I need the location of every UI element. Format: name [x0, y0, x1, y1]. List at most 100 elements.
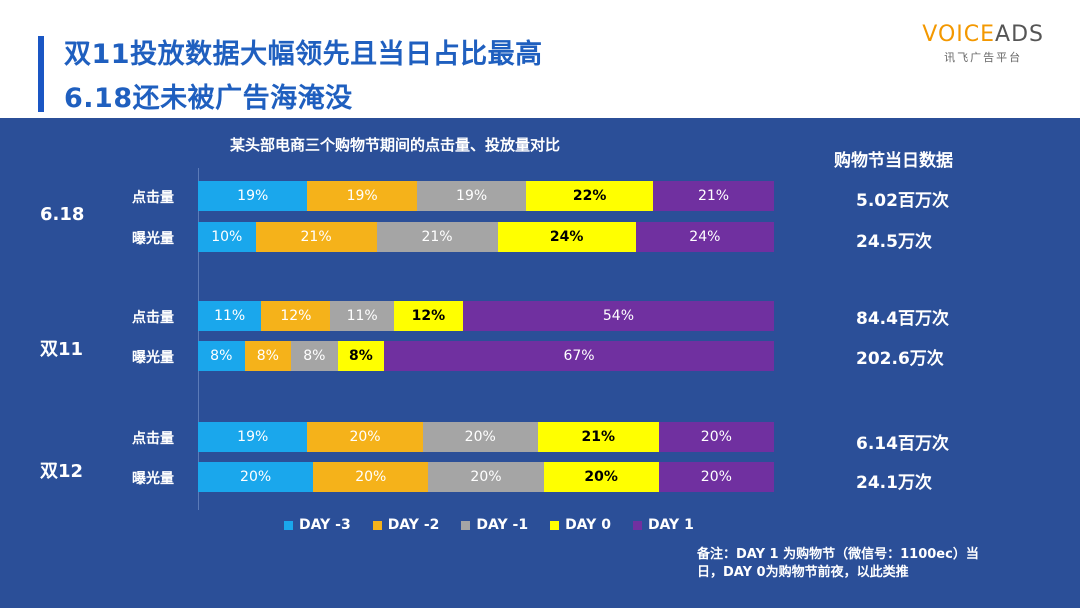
row-label-double11-impressions: 曝光量: [132, 350, 174, 366]
legend-swatch: [550, 520, 560, 530]
row-label-double11-clicks: 点击量: [132, 310, 174, 326]
bar-segment-dayminus2: 21%: [255, 222, 377, 252]
data-label: 12%: [280, 308, 312, 324]
data-label: 19%: [346, 188, 378, 204]
day-value-double11-clicks: 84.4百万次: [856, 309, 949, 329]
legend-label: DAY -3: [299, 517, 351, 533]
data-label: 22%: [572, 188, 607, 204]
data-label: 21%: [300, 229, 332, 245]
logo-wordmark: VOICEADS: [922, 22, 1044, 47]
footnote-line1: 备注：DAY 1 为购物节（微信号：1100ec）当: [697, 547, 979, 562]
bar-segment-dayminus2: 12%: [261, 301, 331, 331]
bar-segment-day0: 8%: [337, 341, 385, 371]
data-label: 8%: [348, 348, 373, 364]
bar-segment-dayminus3: 10%: [198, 222, 256, 252]
bar-segment-day0: 21%: [537, 422, 659, 452]
footnote: 备注：DAY 1 为购物节（微信号：1100ec）当 日，DAY 0为购物节前夜…: [697, 546, 1057, 582]
day-value-double11-impressions: 202.6万次: [856, 349, 944, 369]
data-label: 24%: [689, 229, 721, 245]
group-label-double11: 双11: [40, 339, 84, 360]
data-label: 10%: [211, 229, 243, 245]
bar-segment-day0: 24%: [497, 222, 636, 252]
legend-item-day-0: DAY 0: [550, 517, 611, 533]
day-value-618-clicks: 5.02百万次: [856, 191, 949, 211]
legend-label: DAY -2: [387, 517, 440, 533]
data-label: 20%: [700, 469, 732, 485]
bar-segment-day1: 54%: [462, 301, 774, 331]
legend-label: DAY 0: [565, 517, 611, 533]
bar-segment-dayminus1: 19%: [416, 181, 527, 211]
data-label: 11%: [346, 308, 378, 324]
chart-title: 某头部电商三个购物节期间的点击量、投放量对比: [230, 136, 561, 154]
bar-segment-day1: 21%: [653, 181, 774, 211]
logo-voice-text: VOICE: [922, 22, 996, 47]
chart-legend: DAY -3 DAY -2 DAY -1 DAY 0 DAY 1: [284, 517, 694, 533]
row-label-618-clicks: 点击量: [132, 190, 174, 206]
bar-segment-dayminus2: 20%: [307, 422, 423, 452]
data-label: 54%: [602, 308, 635, 324]
bar-segment-dayminus1: 20%: [422, 422, 538, 452]
legend-item-day-minus-2: DAY -2: [372, 517, 440, 533]
bar-double12-impressions: 20% 20% 20% 20% 20%: [198, 462, 774, 492]
legend-item-day-minus-3: DAY -3: [284, 517, 351, 533]
legend-swatch: [372, 520, 382, 530]
bar-segment-day1: 24%: [635, 222, 774, 252]
data-label: 19%: [237, 188, 269, 204]
data-label: 19%: [456, 188, 488, 204]
data-label: 21%: [421, 229, 453, 245]
page-title-line1: 双11投放数据大幅领先且当日占比最高: [64, 39, 543, 70]
group-label-double12: 双12: [40, 461, 84, 482]
data-label: 11%: [214, 308, 246, 324]
side-panel-title: 购物节当日数据: [834, 151, 953, 171]
bar-segment-day1: 20%: [658, 462, 774, 492]
bar-segment-day1: 20%: [658, 422, 774, 452]
data-label: 20%: [584, 469, 618, 485]
day-value-618-impressions: 24.5万次: [856, 232, 932, 252]
bar-segment-day0: 22%: [526, 181, 654, 211]
logo-subtitle: 讯飞广告平台: [944, 51, 1023, 64]
data-label: 24%: [549, 229, 584, 245]
bar-segment-dayminus3: 19%: [198, 181, 308, 211]
row-label-double12-impressions: 曝光量: [132, 471, 174, 487]
legend-item-day-1: DAY 1: [632, 517, 694, 533]
legend-label: DAY 1: [647, 517, 694, 533]
data-label: 20%: [470, 469, 502, 485]
data-label: 12%: [411, 308, 446, 324]
bar-segment-dayminus3: 20%: [198, 462, 314, 492]
group-label-618: 6.18: [40, 204, 85, 225]
bar-segment-dayminus2: 8%: [244, 341, 292, 371]
row-label-double12-clicks: 点击量: [132, 431, 174, 447]
data-label: 21%: [697, 188, 730, 204]
data-label: 20%: [464, 429, 496, 445]
page-title-line2: 6.18还未被广告海淹没: [64, 83, 353, 114]
bar-double12-clicks: 19% 20% 20% 21% 20%: [198, 422, 774, 452]
data-label: 8%: [303, 348, 326, 364]
legend-label: DAY -1: [476, 517, 529, 533]
legend-item-day-minus-1: DAY -1: [461, 517, 528, 533]
bar-segment-dayminus3: 8%: [198, 341, 245, 371]
data-label: 20%: [355, 469, 387, 485]
bar-618-clicks: 19% 19% 19% 22% 21%: [198, 181, 774, 211]
logo-ads-text: ADS: [995, 22, 1044, 47]
legend-swatch: [632, 520, 642, 530]
data-label: 20%: [240, 469, 272, 485]
bar-segment-day1: 67%: [384, 341, 774, 371]
row-label-618-impressions: 曝光量: [132, 231, 174, 247]
footnote-line2: 日，DAY 0为购物节前夜，以此类推: [697, 565, 909, 580]
bar-segment-day0: 12%: [393, 301, 463, 331]
bar-segment-dayminus3: 19%: [198, 422, 308, 452]
bar-segment-dayminus3: 11%: [198, 301, 262, 331]
title-accent-bar: [38, 36, 44, 112]
bar-double11-impressions: 8% 8% 8% 8% 67%: [198, 341, 774, 371]
data-label: 8%: [256, 348, 279, 364]
data-label: 21%: [581, 429, 616, 445]
bar-segment-dayminus1: 11%: [330, 301, 394, 331]
data-label: 67%: [563, 348, 595, 364]
bar-segment-dayminus1: 21%: [376, 222, 498, 252]
bar-segment-dayminus2: 19%: [307, 181, 417, 211]
data-label: 8%: [210, 348, 233, 364]
bar-segment-dayminus1: 20%: [428, 462, 544, 492]
bar-double11-clicks: 11% 12% 11% 12% 54%: [198, 301, 774, 331]
data-label: 20%: [349, 429, 381, 445]
data-label: 20%: [700, 429, 732, 445]
